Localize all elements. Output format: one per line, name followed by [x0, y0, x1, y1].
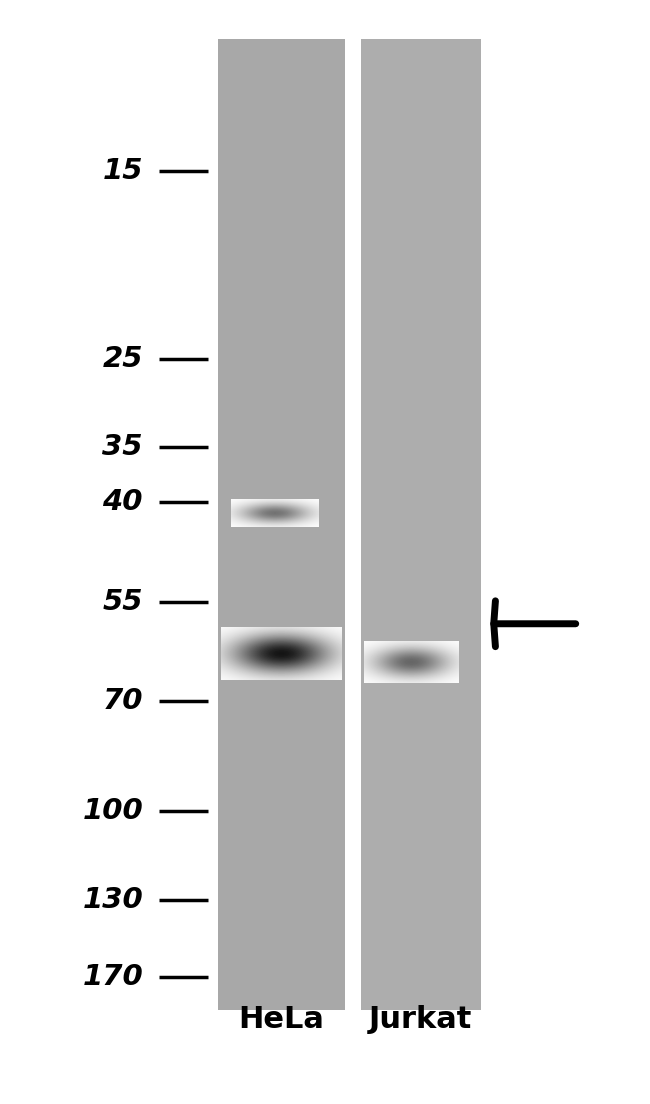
Text: 170: 170	[83, 963, 143, 991]
Text: 130: 130	[83, 885, 143, 914]
Text: HeLa: HeLa	[238, 1006, 324, 1034]
Bar	[361, 39, 481, 1010]
Text: 25: 25	[103, 344, 143, 373]
Text: 40: 40	[103, 488, 143, 517]
Text: 100: 100	[83, 797, 143, 826]
Text: 70: 70	[103, 687, 143, 715]
Bar	[218, 39, 344, 1010]
Text: 35: 35	[103, 433, 143, 461]
Text: 55: 55	[103, 587, 143, 616]
Text: Jurkat: Jurkat	[369, 1006, 473, 1034]
Text: 15: 15	[103, 157, 143, 185]
